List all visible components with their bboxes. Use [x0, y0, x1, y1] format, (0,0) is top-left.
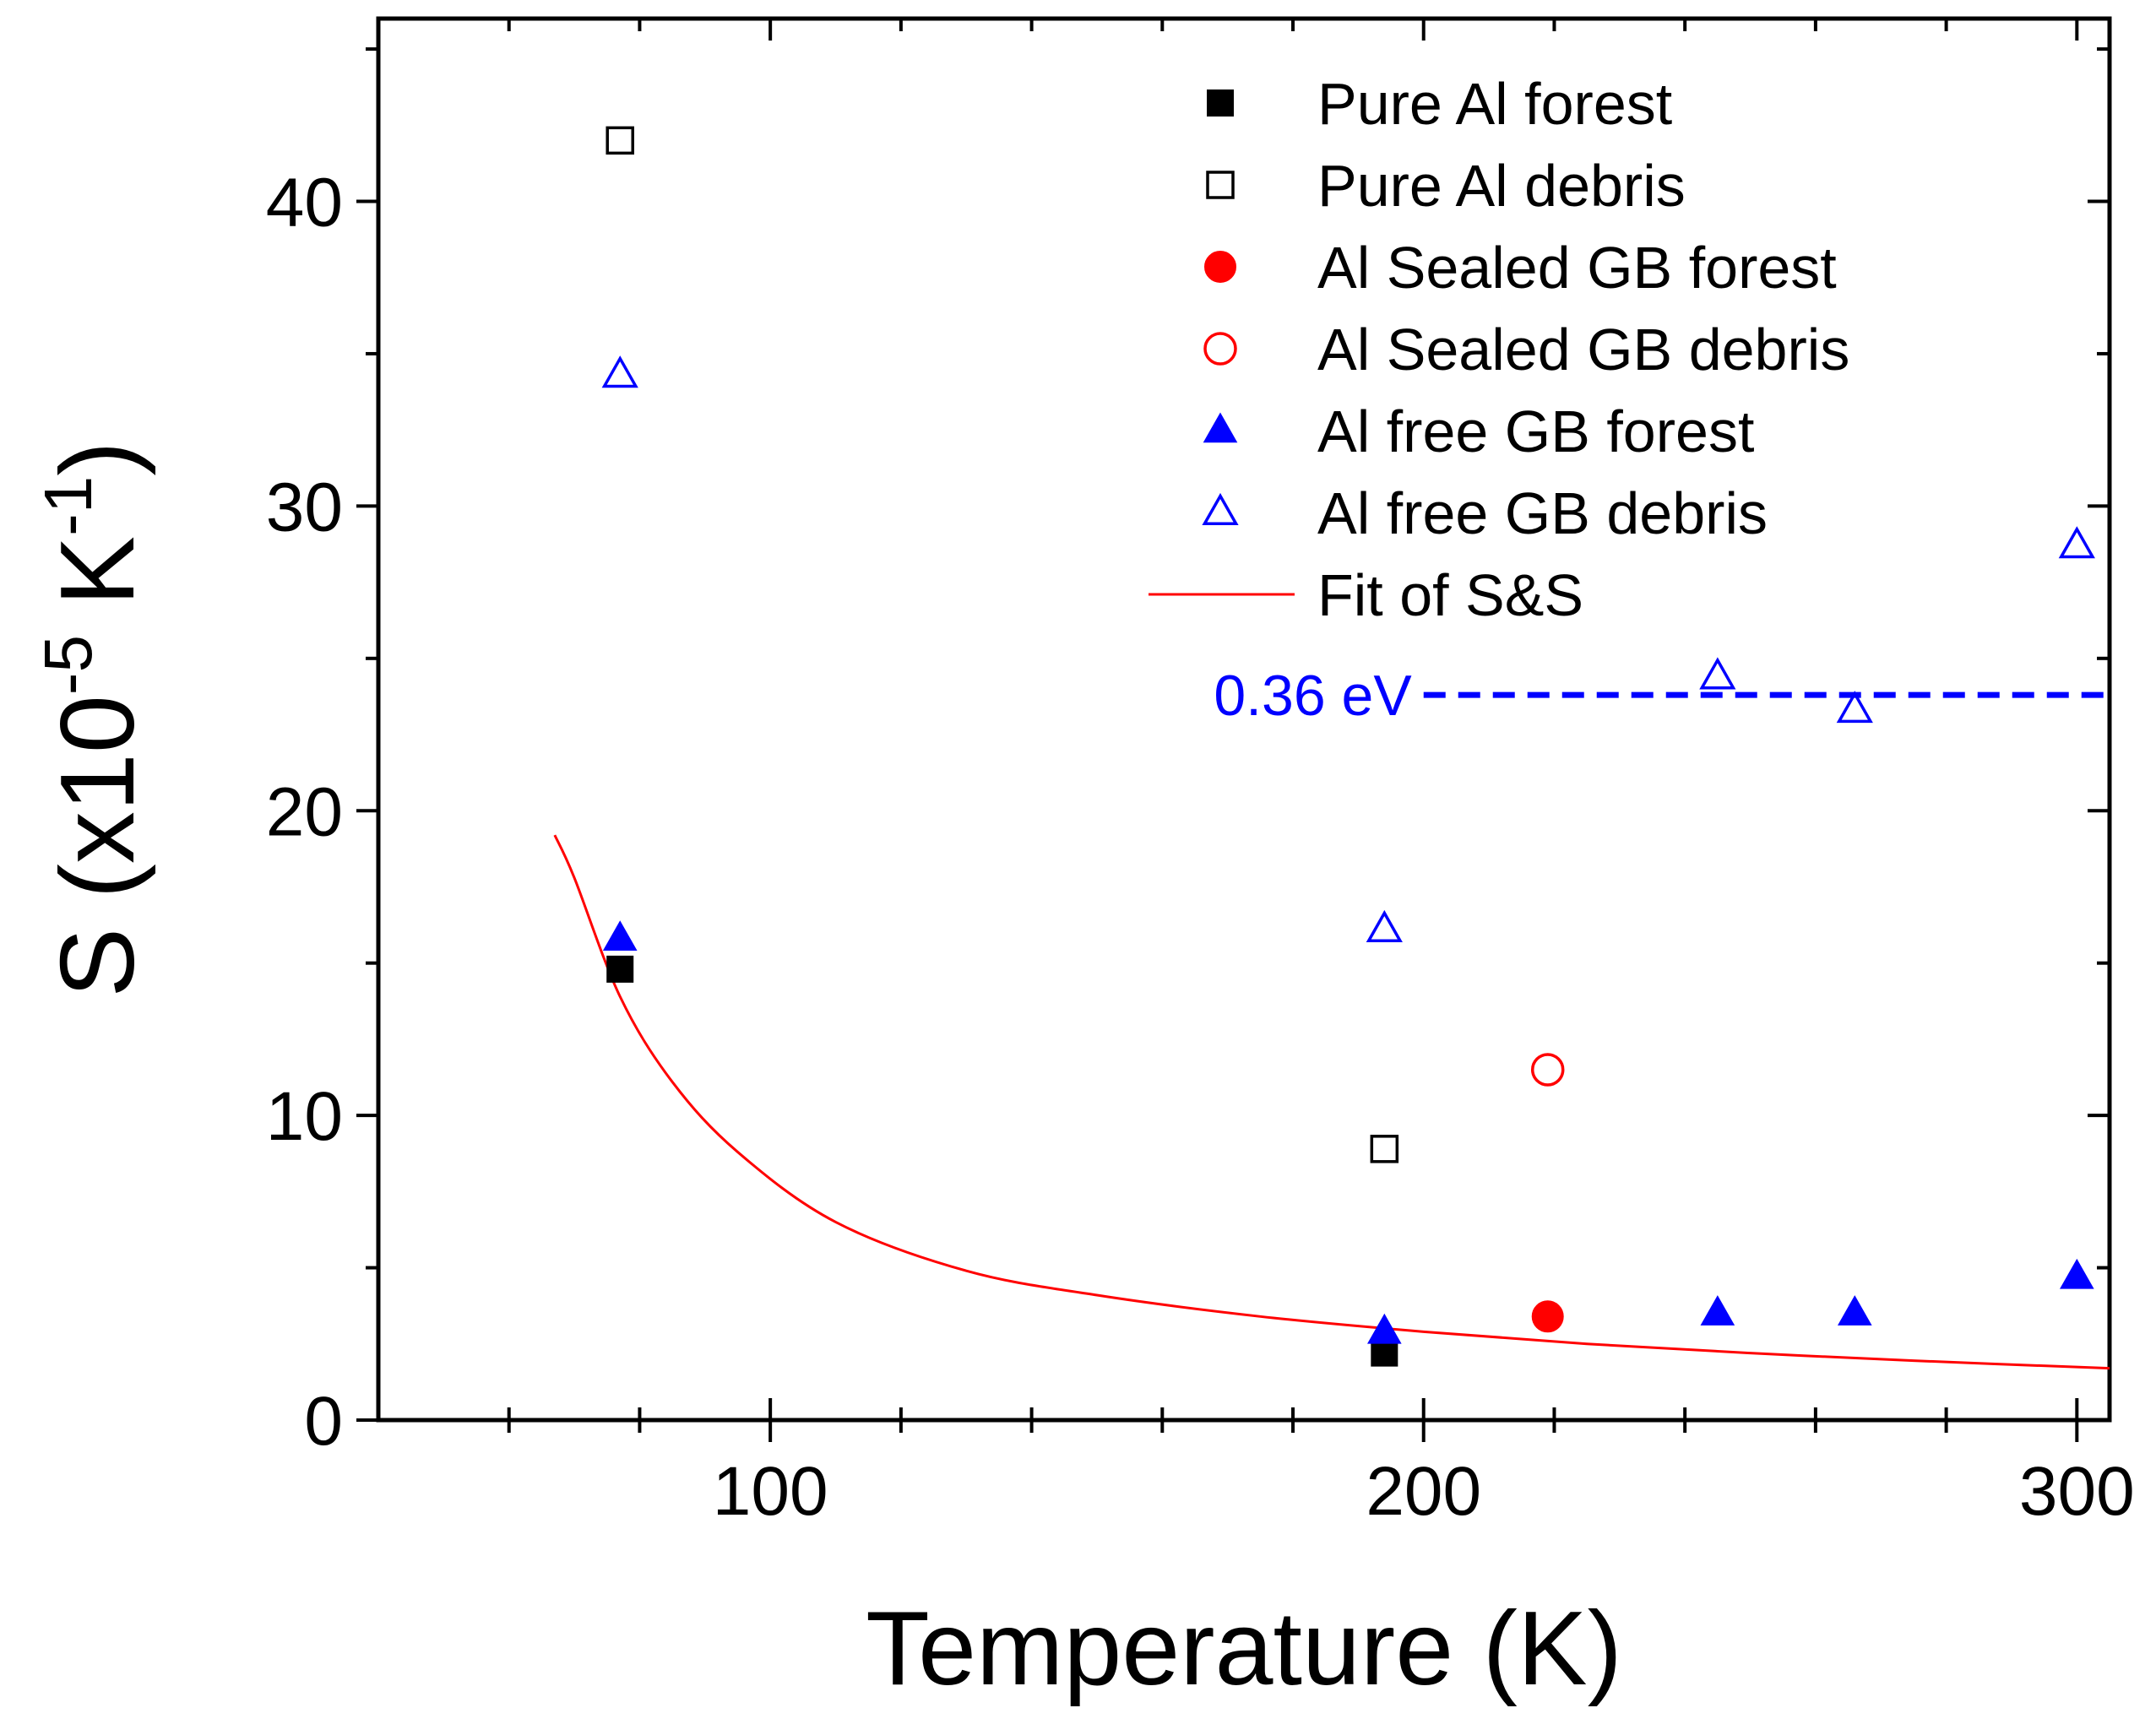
- y-axis-label-exp2: -1: [30, 476, 106, 536]
- data-point: [1837, 1295, 1872, 1326]
- y-tick-label: 30: [266, 469, 343, 545]
- legend-label: Al free GB forest: [1317, 399, 1754, 464]
- series-2: [1531, 1300, 1564, 1333]
- y-axis-label-mid: K: [40, 536, 156, 635]
- y-axis-label-exp1: -5: [30, 635, 106, 695]
- series-3: [1530, 1053, 1565, 1087]
- x-tick-label: 200: [1366, 1453, 1481, 1530]
- data-point: [1531, 1300, 1564, 1333]
- legend-marker: [1206, 171, 1235, 199]
- legend-label: Pure Al forest: [1317, 71, 1672, 137]
- data-point: [1836, 691, 1873, 724]
- series-4: [602, 920, 2094, 1344]
- x-tick-label: 300: [2019, 1453, 2135, 1530]
- reference-line-layer: 0.36 eV: [1214, 664, 2104, 728]
- fit-layer: [553, 834, 2110, 1370]
- data-point: [606, 126, 634, 155]
- legend-marker: [1207, 89, 1234, 117]
- data-point: [602, 920, 638, 952]
- data-point: [1530, 1053, 1565, 1087]
- data-point: [1366, 909, 1403, 942]
- plot-frame: [376, 16, 2112, 1423]
- data-point: [601, 355, 638, 388]
- legend-label: Al Sealed GB forest: [1317, 235, 1837, 301]
- y-tick-label: 10: [266, 1078, 343, 1155]
- y-tick-labels: 0 10 20 30 40: [266, 165, 343, 1460]
- legend-label: Al free GB debris: [1317, 480, 1768, 546]
- data-point: [1367, 1313, 1402, 1344]
- legend-label: Al Sealed GB debris: [1317, 317, 1849, 382]
- data-point: [606, 955, 634, 983]
- legend-marker: [1203, 412, 1238, 443]
- legend-label: Pure Al debris: [1317, 153, 1686, 219]
- data-point: [2058, 526, 2095, 559]
- y-axis-label-main: S (x10: [40, 695, 156, 997]
- legend-label: Fit of S&S: [1317, 562, 1583, 628]
- data-point: [1370, 1135, 1399, 1163]
- x-tick-labels: 100 200 300: [713, 1453, 2135, 1530]
- y-tick-label: 40: [266, 165, 343, 241]
- data-point: [1371, 1339, 1398, 1367]
- series-5: [601, 355, 2095, 942]
- series-0: [606, 955, 1398, 1367]
- legend-marker: [1202, 492, 1239, 525]
- x-tick-label: 100: [713, 1453, 828, 1530]
- axis-ticks: [356, 19, 2110, 1442]
- y-tick-label: 0: [304, 1383, 343, 1460]
- data-point: [1700, 1295, 1735, 1326]
- data-point: [2060, 1258, 2094, 1289]
- fit-curve: [553, 834, 2110, 1370]
- y-axis-label-end: ): [40, 441, 156, 475]
- y-tick-label: 20: [266, 773, 343, 850]
- y-axis-label: S (x10-5 K-1): [30, 441, 156, 997]
- plot-area: [376, 16, 2112, 1423]
- reference-line-label: 0.36 eV: [1214, 664, 1412, 728]
- series-1: [606, 126, 1399, 1163]
- x-axis-label: Temperature (K): [866, 1591, 1622, 1707]
- legend-marker: [1204, 251, 1236, 283]
- data-point: [1699, 657, 1736, 690]
- legend: Pure Al forest Pure Al debris Al Sealed GB…: [1149, 71, 1849, 628]
- data-points: [601, 126, 2095, 1367]
- legend-marker: [1203, 332, 1237, 366]
